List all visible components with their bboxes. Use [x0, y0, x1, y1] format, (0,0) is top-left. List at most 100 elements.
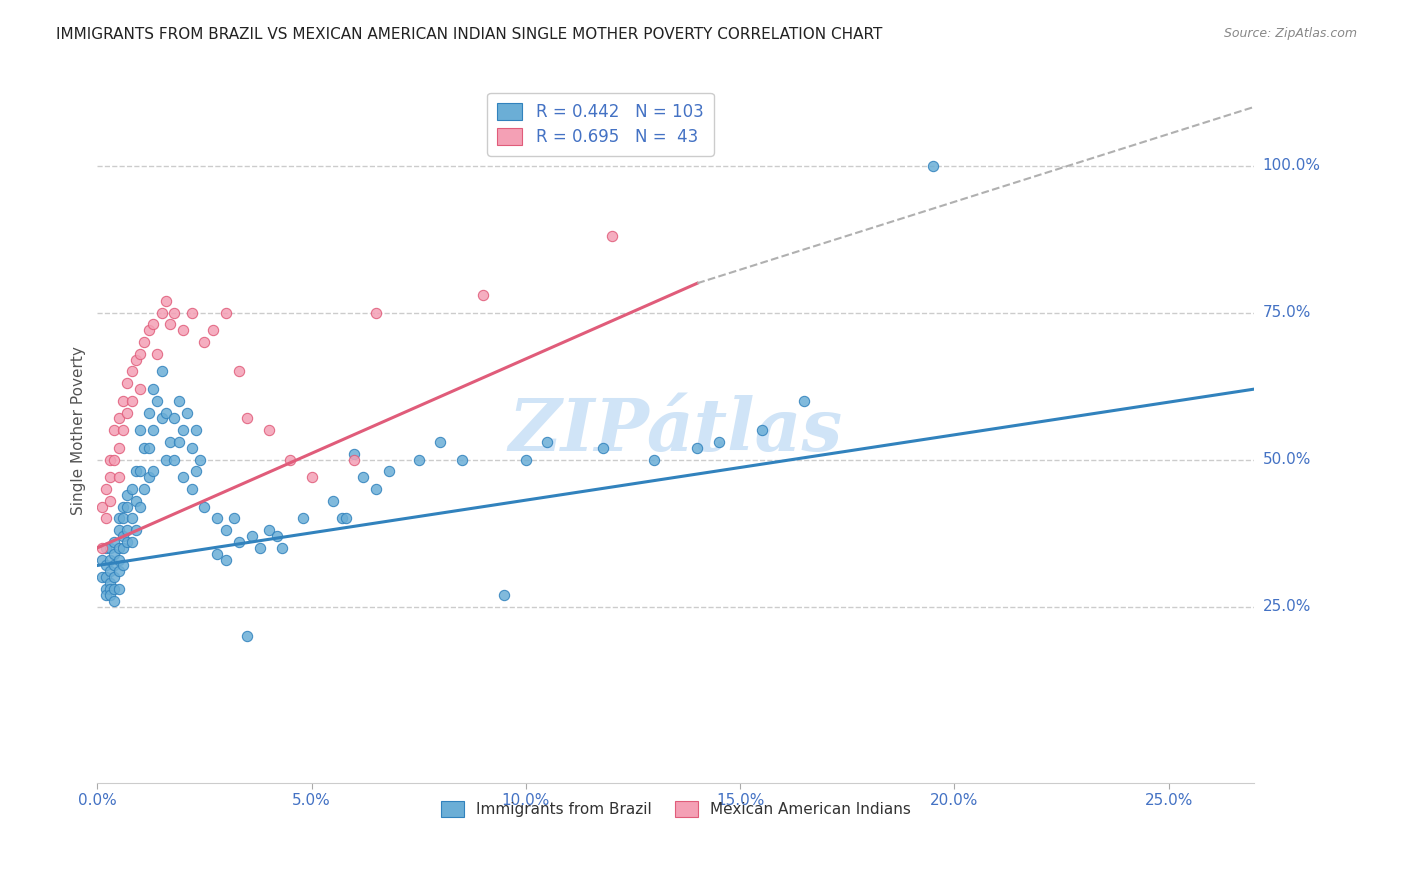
Point — [228, 364, 250, 378]
Point — [793, 393, 815, 408]
Point — [193, 334, 215, 349]
Point — [146, 347, 169, 361]
Point — [121, 535, 143, 549]
Point — [330, 511, 353, 525]
Point — [117, 406, 139, 420]
Point — [138, 441, 160, 455]
Point — [94, 588, 117, 602]
Point — [163, 305, 186, 319]
Point — [224, 511, 246, 525]
Point — [94, 541, 117, 555]
Point — [377, 464, 399, 478]
Point — [90, 500, 112, 514]
Point — [98, 582, 121, 596]
Point — [103, 547, 125, 561]
Point — [129, 423, 152, 437]
Point — [129, 464, 152, 478]
Point — [138, 323, 160, 337]
Text: IMMIGRANTS FROM BRAZIL VS MEXICAN AMERICAN INDIAN SINGLE MOTHER POVERTY CORRELAT: IMMIGRANTS FROM BRAZIL VS MEXICAN AMERIC… — [56, 27, 883, 42]
Point — [112, 511, 135, 525]
Point — [103, 558, 125, 573]
Point — [167, 393, 190, 408]
Point — [129, 382, 152, 396]
Point — [188, 452, 211, 467]
Point — [343, 447, 366, 461]
Point — [429, 435, 451, 450]
Point — [103, 570, 125, 584]
Point — [94, 570, 117, 584]
Point — [94, 582, 117, 596]
Point — [364, 482, 387, 496]
Point — [249, 541, 271, 555]
Point — [98, 588, 121, 602]
Point — [107, 582, 129, 596]
Text: 25.0%: 25.0% — [1263, 599, 1310, 614]
Point — [150, 305, 173, 319]
Text: 75.0%: 75.0% — [1263, 305, 1310, 320]
Point — [352, 470, 374, 484]
Point — [150, 364, 173, 378]
Point — [159, 435, 181, 450]
Point — [364, 305, 387, 319]
Point — [134, 334, 156, 349]
Text: 100.0%: 100.0% — [1263, 158, 1320, 173]
Point — [257, 523, 280, 537]
Point — [146, 393, 169, 408]
Point — [103, 423, 125, 437]
Point — [125, 523, 148, 537]
Point — [94, 482, 117, 496]
Point — [138, 406, 160, 420]
Point — [103, 452, 125, 467]
Point — [172, 423, 194, 437]
Point — [270, 541, 292, 555]
Point — [117, 523, 139, 537]
Point — [121, 364, 143, 378]
Point — [134, 441, 156, 455]
Point — [257, 423, 280, 437]
Point — [134, 482, 156, 496]
Point — [184, 464, 207, 478]
Point — [112, 529, 135, 543]
Point — [94, 558, 117, 573]
Point — [98, 470, 121, 484]
Point — [278, 452, 301, 467]
Point — [751, 423, 773, 437]
Point — [240, 529, 263, 543]
Point — [107, 470, 129, 484]
Point — [107, 523, 129, 537]
Point — [600, 229, 623, 244]
Point — [125, 352, 148, 367]
Point — [98, 493, 121, 508]
Point — [322, 493, 344, 508]
Point — [138, 470, 160, 484]
Point — [90, 552, 112, 566]
Point — [155, 293, 177, 308]
Point — [107, 552, 129, 566]
Point — [98, 552, 121, 566]
Point — [117, 488, 139, 502]
Point — [228, 535, 250, 549]
Point — [193, 500, 215, 514]
Point — [121, 511, 143, 525]
Point — [112, 541, 135, 555]
Point — [112, 500, 135, 514]
Point — [176, 406, 198, 420]
Point — [125, 493, 148, 508]
Point — [180, 441, 202, 455]
Point — [129, 347, 152, 361]
Point — [215, 552, 238, 566]
Point — [643, 452, 665, 467]
Point — [125, 464, 148, 478]
Point — [207, 511, 229, 525]
Point — [103, 535, 125, 549]
Point — [207, 547, 229, 561]
Point — [117, 500, 139, 514]
Legend: Immigrants from Brazil, Mexican American Indians: Immigrants from Brazil, Mexican American… — [433, 794, 918, 825]
Point — [515, 452, 537, 467]
Point — [117, 535, 139, 549]
Point — [117, 376, 139, 391]
Point — [236, 411, 259, 425]
Point — [121, 393, 143, 408]
Point — [142, 464, 165, 478]
Point — [408, 452, 430, 467]
